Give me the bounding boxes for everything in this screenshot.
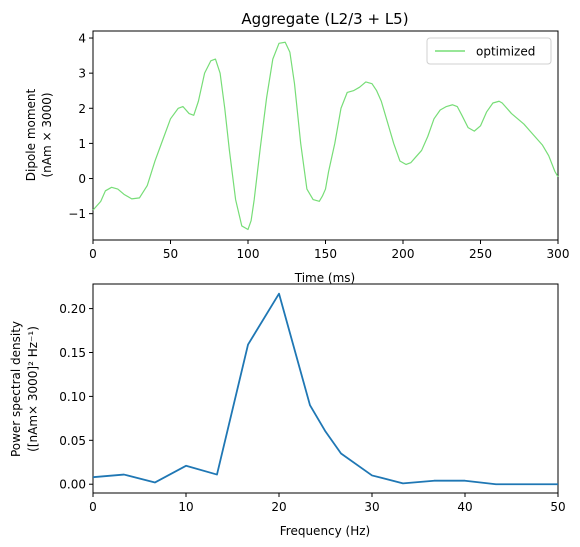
top-y-axis-label-line2: (nAm × 3000) [40,92,54,177]
top-y-tick-label: 4 [78,32,86,46]
bot-y-tick-label: 0.15 [59,346,86,360]
bot-y-tick-label: 0.10 [59,390,86,404]
top-x-tick-label: 300 [547,247,570,261]
top-y-tick-label: 2 [78,102,86,116]
top-x-tick-label: 250 [469,247,492,261]
top-y-axis-label-line1: Dipole moment [24,88,38,181]
legend-box [426,37,552,65]
bot-y-tick-label: 0.05 [59,434,86,448]
top-y-tick-label: 1 [78,137,86,151]
dipole-chart: Aggregate (L2/3 + L5) 0 50 100 150 200 250 300… [24,10,569,285]
top-x-tick-label: 200 [392,247,415,261]
top-chart-title: Aggregate (L2/3 + L5) [241,10,408,28]
top-series-line-0 [92,41,559,231]
bot-x-tick-label: 10 [178,500,193,514]
top-x-tick-label: 50 [163,247,178,261]
bot-series-line-0 [92,292,558,486]
bottom-y-axis-label-line2: ([nAm× 3000]² Hz⁻¹) [26,326,40,452]
bot-x-tick-label: 50 [550,500,565,514]
top-y-tick-label: −1 [68,207,86,221]
top-x-tick-label: 100 [237,247,260,261]
bot-x-tick-label: 30 [364,500,379,514]
bottom-chart-frame [92,283,559,494]
psd-chart: 0 10 20 30 40 50 0.00 0.05 0.10 0.15 0.20 Frequen… [9,283,566,538]
top-y-tick-label: 0 [78,172,86,186]
top-x-tick-label: 0 [89,247,97,261]
top-x-tick-label: 150 [314,247,337,261]
bottom-y-axis-label-line1: Power spectral density [9,321,23,457]
legend: optimized [426,37,552,65]
top-x-axis-label: Time (ms) [294,271,356,285]
bot-x-tick-label: 0 [89,500,97,514]
top-y-tick-label: 3 [78,67,86,81]
bot-y-tick-label: 0.00 [59,478,86,492]
legend-label-optimized: optimized [476,45,535,59]
bottom-x-axis-label: Frequency (Hz) [280,524,371,538]
bot-x-tick-label: 40 [457,500,472,514]
bot-y-tick-label: 0.20 [59,302,86,316]
bot-x-tick-label: 20 [271,500,286,514]
